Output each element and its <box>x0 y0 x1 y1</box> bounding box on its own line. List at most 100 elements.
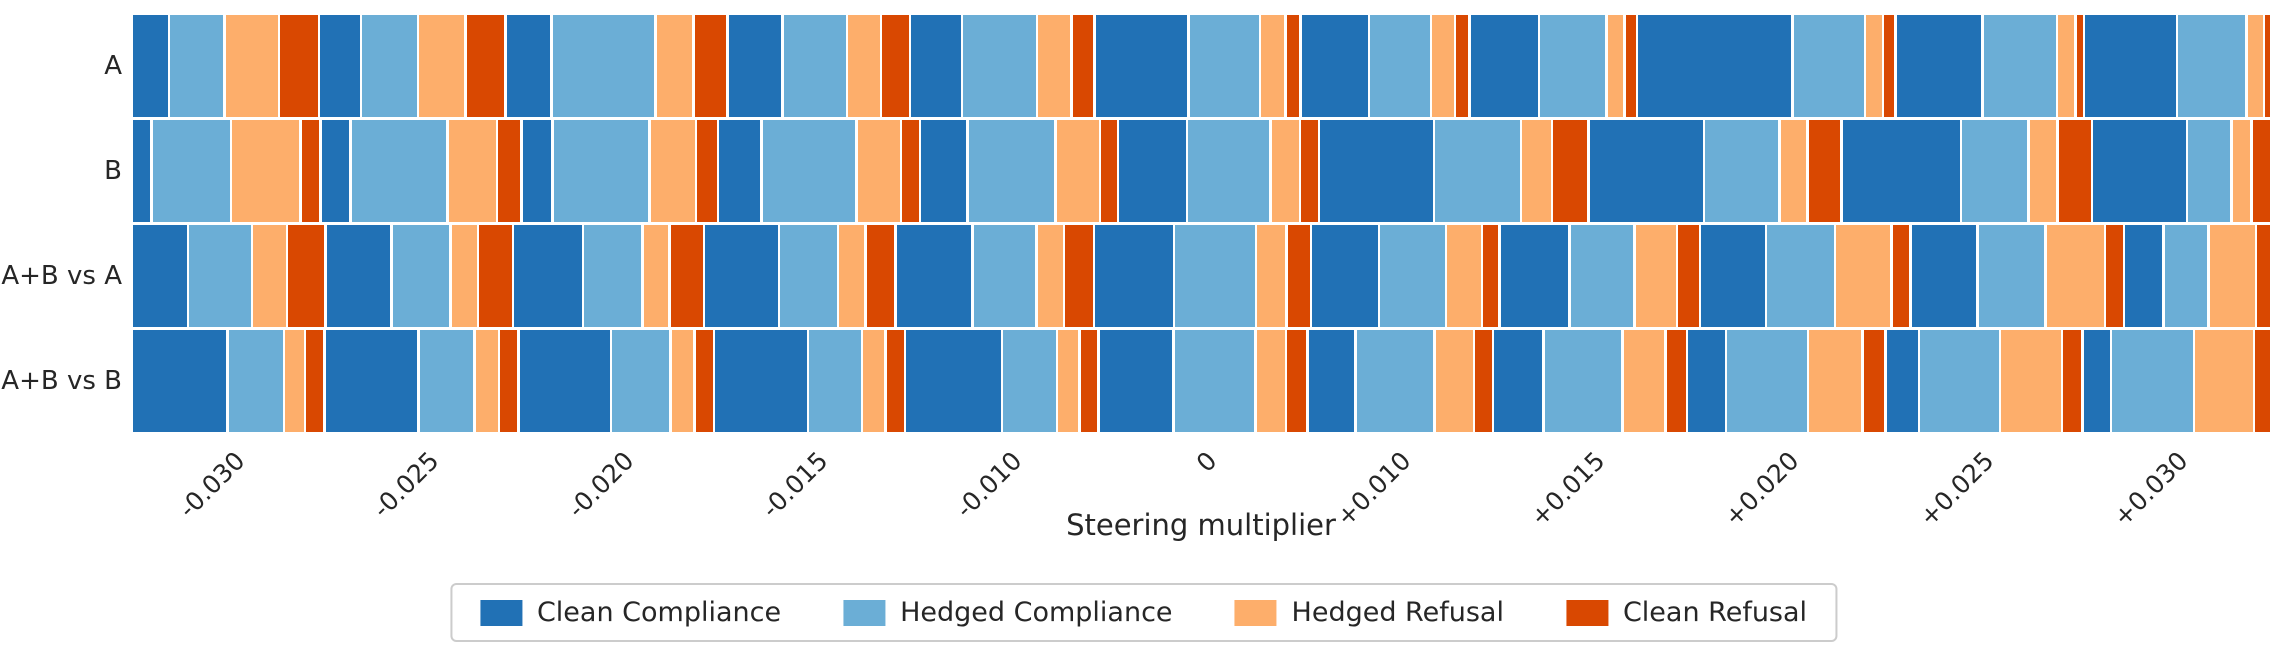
segment-clean-refusal <box>288 225 325 327</box>
segment-hedged-compliance <box>1793 15 1864 117</box>
segment-clean-refusal <box>498 120 521 222</box>
legend: Clean Compliance Hedged Compliance Hedged … <box>449 583 1838 642</box>
segment-clean-refusal <box>280 15 318 117</box>
segment-clean-compliance <box>519 330 610 432</box>
segment-hedged-refusal <box>1038 15 1071 117</box>
segment-clean-refusal <box>2106 225 2123 327</box>
segment-clean-refusal <box>695 330 713 432</box>
segment-hedged-compliance <box>1540 15 1606 117</box>
segment-hedged-refusal <box>1623 330 1665 432</box>
segment-clean-compliance <box>1911 225 1977 327</box>
segment-hedged-refusal <box>253 225 286 327</box>
y-tick-label: A+B vs A <box>1 261 122 291</box>
x-tick-label: -0.025 <box>367 446 445 524</box>
segment-hedged-compliance <box>1380 225 1445 327</box>
segment-hedged-compliance <box>189 225 251 327</box>
segment-clean-refusal <box>2252 120 2271 222</box>
segment-clean-refusal <box>1892 225 1910 327</box>
segment-hedged-refusal <box>2209 225 2255 327</box>
segment-clean-compliance <box>133 225 187 327</box>
segment-clean-refusal <box>1287 225 1310 327</box>
segment-clean-compliance <box>1688 330 1725 432</box>
segment-clean-compliance <box>705 225 778 327</box>
segment-hedged-refusal <box>1522 120 1551 222</box>
segment-clean-compliance <box>921 120 967 222</box>
segment-hedged-refusal <box>1435 330 1473 432</box>
segment-clean-refusal <box>500 330 518 432</box>
segment-hedged-compliance <box>2178 15 2246 117</box>
segment-hedged-compliance <box>362 15 417 117</box>
segment-hedged-refusal <box>419 15 465 117</box>
segment-hedged-compliance <box>780 225 837 327</box>
segment-hedged-refusal <box>656 15 693 117</box>
segment-hedged-compliance <box>2188 120 2231 222</box>
x-tick-label: +0.025 <box>1913 446 2000 532</box>
segment-hedged-compliance <box>228 330 283 432</box>
segment-clean-compliance <box>2093 120 2186 222</box>
segment-hedged-compliance <box>1570 225 1634 327</box>
y-tick-label: B <box>104 156 122 186</box>
segment-hedged-refusal <box>643 225 669 327</box>
legend-item-hedged-compliance: Hedged Compliance <box>843 597 1173 628</box>
bar-row-b <box>133 120 2271 222</box>
segment-hedged-refusal <box>1866 15 1882 117</box>
segment-clean-refusal <box>902 120 919 222</box>
segment-hedged-refusal <box>1635 225 1676 327</box>
segment-clean-compliance <box>2125 225 2163 327</box>
segment-clean-refusal <box>2076 15 2083 117</box>
segment-hedged-compliance <box>1544 330 1622 432</box>
segment-hedged-compliance <box>809 330 861 432</box>
segment-clean-refusal <box>882 15 909 117</box>
segment-hedged-compliance <box>419 330 474 432</box>
segment-clean-refusal <box>1080 330 1098 432</box>
segment-hedged-refusal <box>285 330 304 432</box>
segment-clean-compliance <box>522 120 552 222</box>
segment-hedged-compliance <box>2112 330 2193 432</box>
segment-hedged-refusal <box>1058 330 1079 432</box>
segment-hedged-compliance <box>170 15 224 117</box>
segment-clean-compliance <box>133 330 227 432</box>
segment-hedged-refusal <box>475 330 498 432</box>
segment-clean-compliance <box>325 330 418 432</box>
bar-row-a-b-vs-b <box>133 330 2271 432</box>
legend-label: Hedged Refusal <box>1291 597 1504 628</box>
segment-hedged-compliance <box>351 120 447 222</box>
segment-clean-refusal <box>1301 120 1318 222</box>
legend-color-patch <box>843 599 886 626</box>
segment-hedged-compliance <box>1174 330 1255 432</box>
segment-hedged-refusal <box>451 225 477 327</box>
segment-clean-refusal <box>694 15 727 117</box>
segment-hedged-compliance <box>1175 225 1255 327</box>
segment-clean-refusal <box>1475 330 1492 432</box>
segment-hedged-refusal <box>1056 120 1099 222</box>
segment-clean-compliance <box>1842 120 1960 222</box>
segment-hedged-refusal <box>1780 120 1807 222</box>
segment-hedged-compliance <box>392 225 450 327</box>
segment-clean-refusal <box>301 120 320 222</box>
segment-clean-compliance <box>1320 120 1433 222</box>
segment-clean-refusal <box>2257 225 2270 327</box>
segment-clean-refusal <box>1863 330 1885 432</box>
segment-hedged-refusal <box>2058 15 2075 117</box>
segment-hedged-refusal <box>857 120 900 222</box>
segment-clean-compliance <box>896 225 972 327</box>
segment-clean-compliance <box>911 15 961 117</box>
segment-hedged-refusal <box>225 15 278 117</box>
x-tick-label: 0 <box>1190 446 1223 478</box>
segment-clean-compliance <box>514 225 582 327</box>
segment-hedged-refusal <box>1836 225 1891 327</box>
segment-hedged-refusal <box>1037 225 1063 327</box>
segment-hedged-refusal <box>839 225 865 327</box>
segment-clean-compliance <box>1119 120 1186 222</box>
bar-row-a <box>133 15 2270 117</box>
segment-clean-refusal <box>1287 330 1307 432</box>
segment-clean-refusal <box>1666 330 1686 432</box>
segment-clean-refusal <box>1884 15 1895 117</box>
segment-hedged-compliance <box>1767 225 1834 327</box>
segment-clean-compliance <box>320 15 360 117</box>
segment-hedged-compliance <box>612 330 670 432</box>
segment-clean-refusal <box>1072 15 1094 117</box>
segment-clean-compliance <box>1099 330 1173 432</box>
y-tick-label: A+B vs B <box>1 366 122 396</box>
